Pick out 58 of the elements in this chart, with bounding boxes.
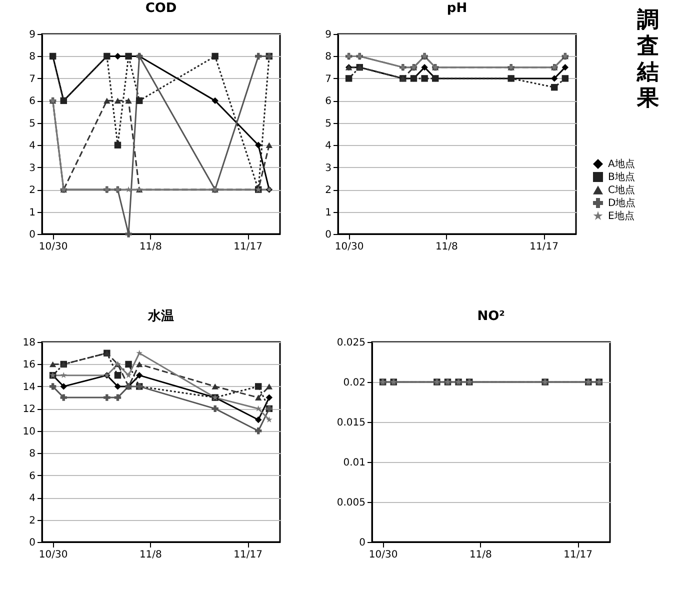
x-tick-label: 11/8 bbox=[139, 242, 162, 252]
y-tick-label: 9 bbox=[29, 30, 36, 40]
y-tick-label: 1 bbox=[325, 207, 332, 218]
x-tick-label: 11/17 bbox=[530, 242, 558, 252]
y-tick-label: 0 bbox=[29, 230, 36, 240]
x-tick-label: 10/30 bbox=[368, 550, 398, 560]
y-tick-label: 2 bbox=[325, 185, 332, 196]
y-tick-label: 12 bbox=[22, 404, 36, 416]
y-tick-label: 4 bbox=[325, 140, 332, 152]
legend-label: B地点 bbox=[608, 171, 635, 183]
y-tick-label: 0.015 bbox=[336, 418, 366, 428]
y-tick-label: 5 bbox=[325, 118, 332, 130]
y-tick-label: 5 bbox=[29, 118, 36, 130]
y-tick-label: 0.02 bbox=[343, 378, 366, 388]
y-tick-label: 9 bbox=[325, 30, 332, 40]
legend-label: A地点 bbox=[608, 158, 635, 170]
x-tick-label: 11/8 bbox=[435, 242, 458, 252]
chart-title: pH bbox=[446, 1, 468, 16]
x-tick-label: 11/8 bbox=[469, 550, 492, 560]
y-tick-label: 7 bbox=[325, 74, 332, 85]
y-tick-label: 6 bbox=[29, 96, 36, 108]
y-tick-label: 1 bbox=[29, 207, 36, 218]
x-tick-label: 10/30 bbox=[334, 242, 364, 252]
y-tick-label: 0.005 bbox=[336, 498, 366, 508]
x-tick-label: 10/30 bbox=[38, 550, 68, 560]
y-tick-label: 16 bbox=[22, 360, 36, 371]
y-tick-label: 0.01 bbox=[343, 458, 366, 468]
text: 調査結果 bbox=[636, 8, 660, 112]
y-tick-label: 3 bbox=[29, 162, 36, 174]
legend-label: C地点 bbox=[608, 184, 635, 196]
y-tick-label: 8 bbox=[29, 448, 36, 460]
y-tick-label: 18 bbox=[22, 338, 36, 348]
y-tick-label: 2 bbox=[29, 185, 36, 196]
y-tick-label: 10 bbox=[22, 426, 36, 438]
y-tick-label: 4 bbox=[29, 493, 36, 504]
y-tick-label: 0 bbox=[359, 538, 366, 548]
y-tick-label: 6 bbox=[325, 96, 332, 108]
x-tick-label: 11/17 bbox=[564, 550, 592, 560]
y-tick-label: 0 bbox=[325, 230, 332, 240]
y-tick-label: 14 bbox=[22, 382, 36, 393]
chart-title: 水温 bbox=[147, 309, 174, 324]
y-tick-label: 0 bbox=[29, 538, 36, 548]
x-tick-label: 10/30 bbox=[38, 242, 68, 252]
legend-label: E地点 bbox=[608, 210, 634, 222]
chart-title: NO² bbox=[477, 309, 505, 324]
y-tick-label: 8 bbox=[29, 52, 36, 63]
y-tick-label: 6 bbox=[29, 470, 36, 482]
legend-label: D地点 bbox=[608, 197, 636, 209]
y-tick-label: 7 bbox=[29, 74, 36, 85]
x-tick-label: 11/8 bbox=[139, 550, 162, 560]
y-tick-label: 0.025 bbox=[336, 338, 366, 348]
y-tick-label: 8 bbox=[325, 52, 332, 63]
y-tick-label: 3 bbox=[325, 162, 332, 174]
chart-title: COD bbox=[145, 1, 177, 16]
y-tick-label: 4 bbox=[29, 140, 36, 152]
x-tick-label: 11/17 bbox=[234, 550, 262, 560]
x-tick-label: 11/17 bbox=[234, 242, 262, 252]
y-tick-label: 2 bbox=[29, 515, 36, 526]
